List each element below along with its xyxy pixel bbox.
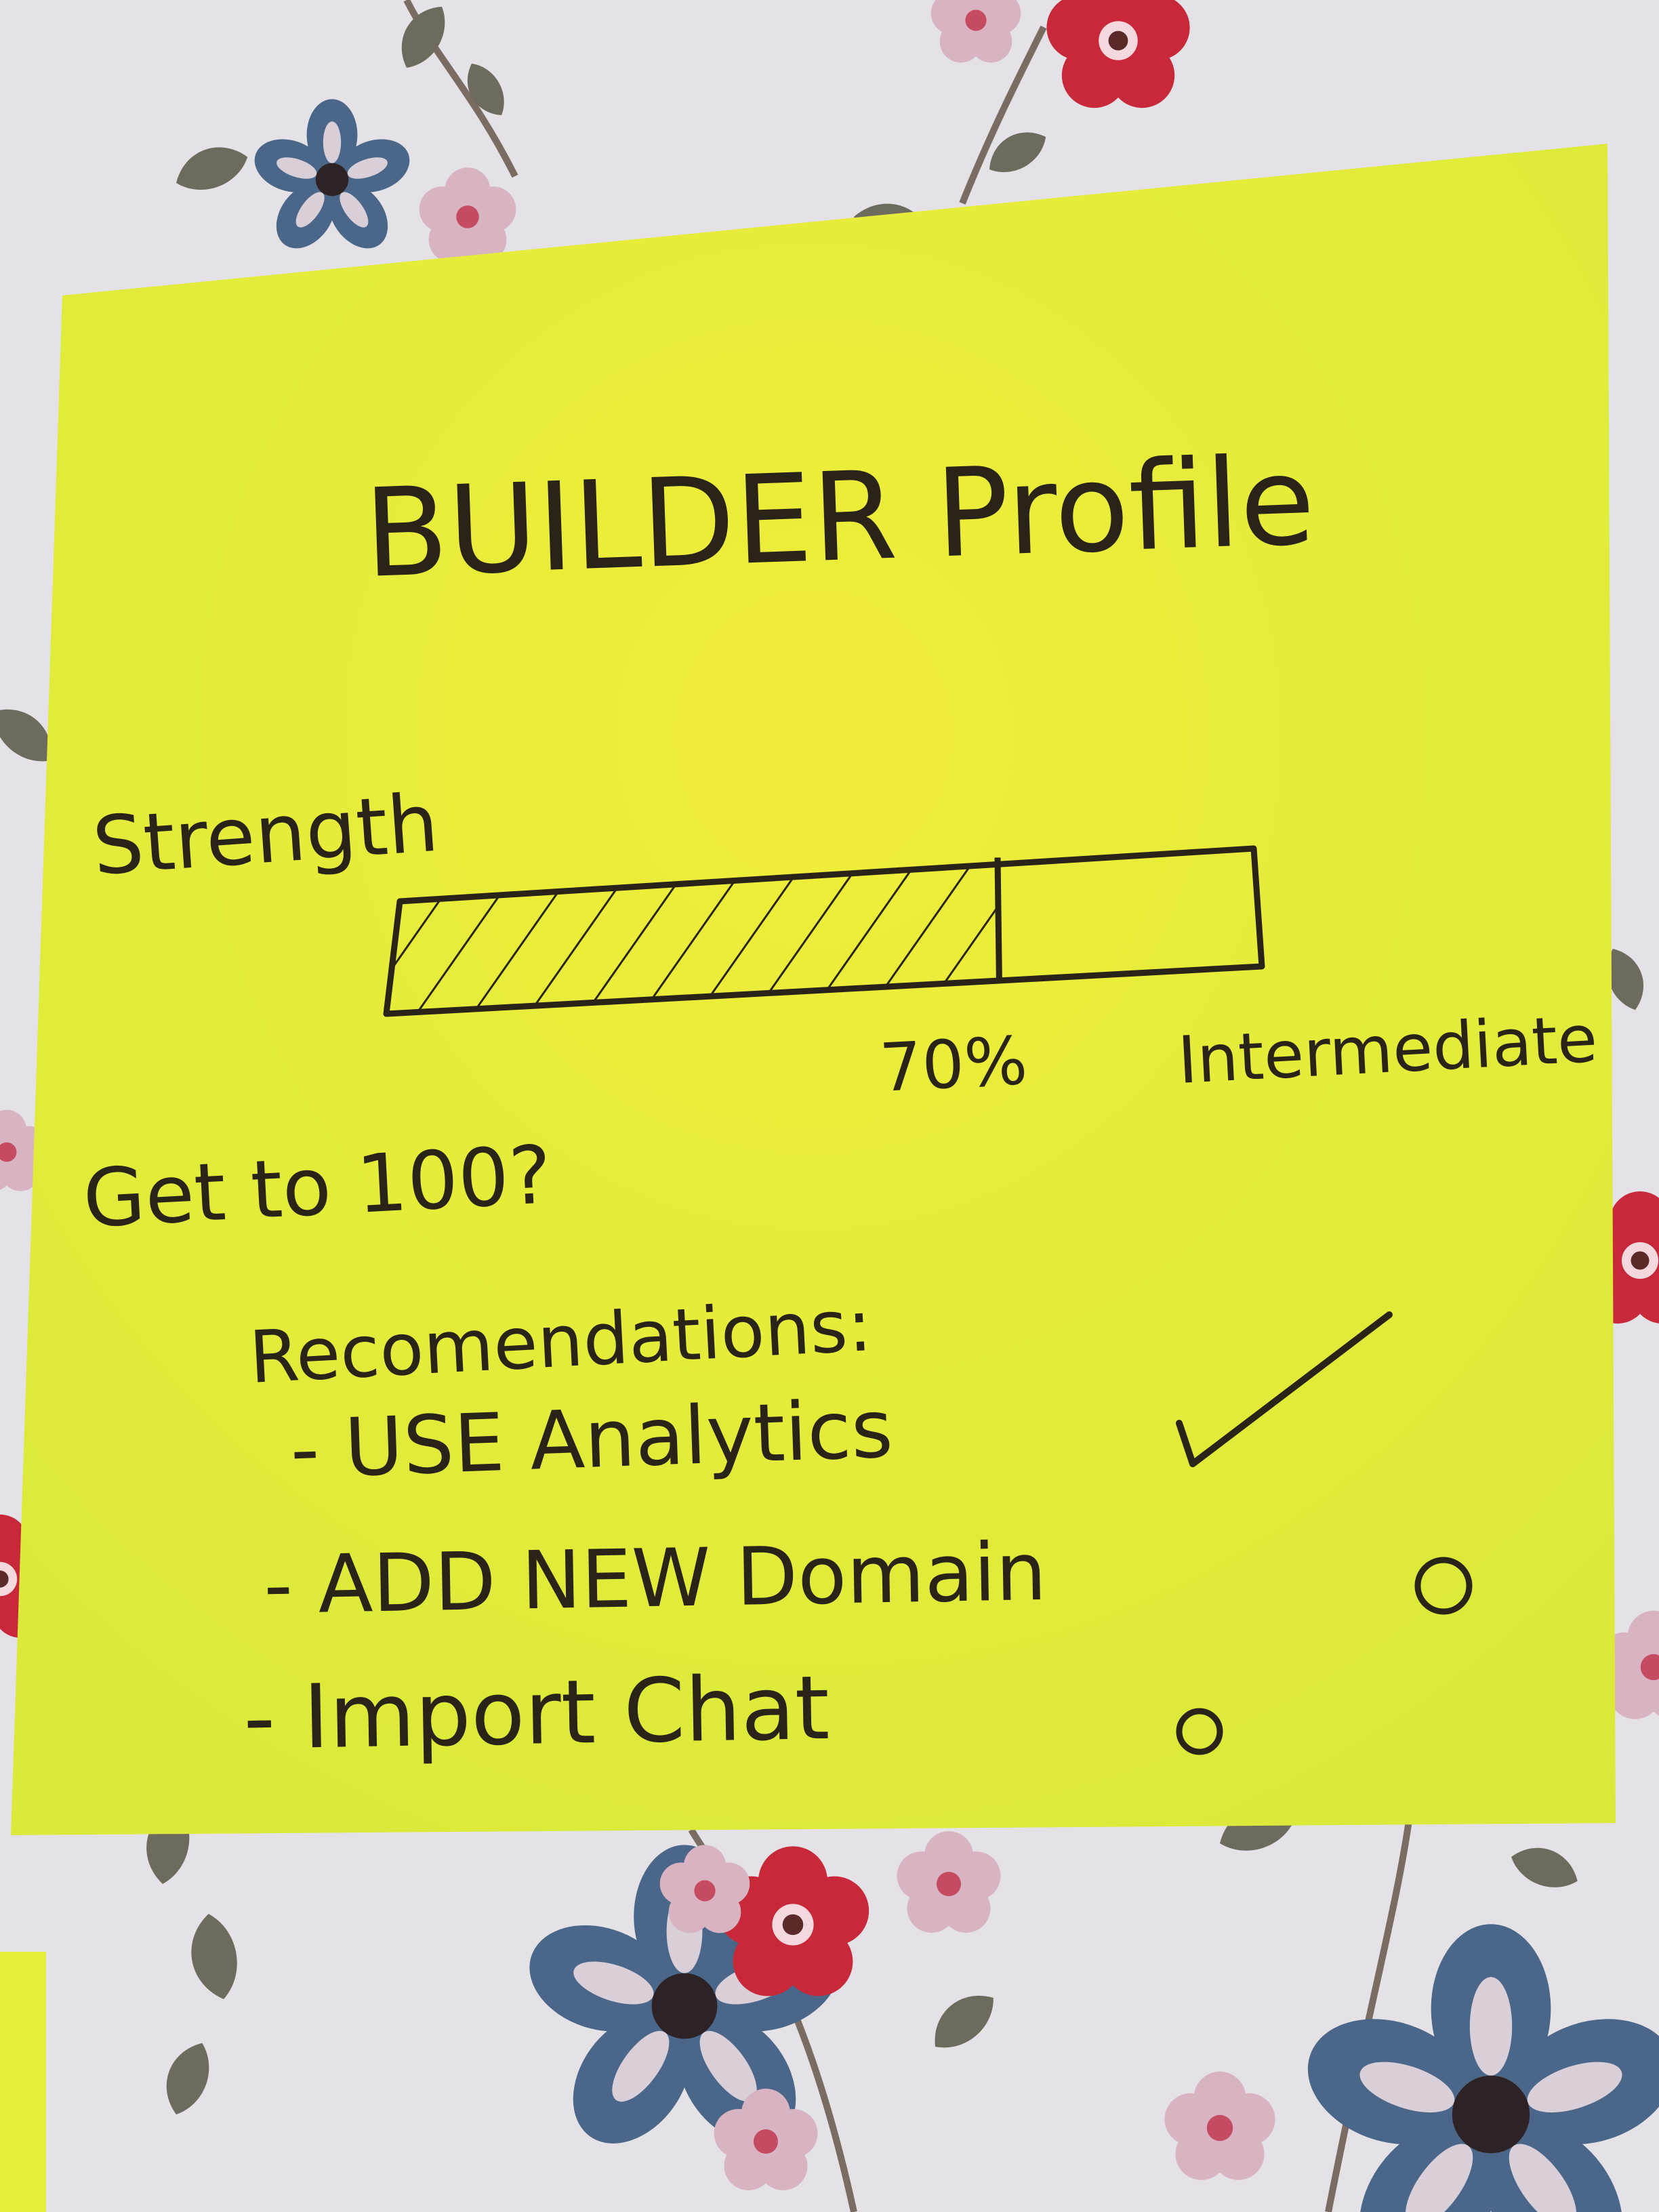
check-icon (1176, 1311, 1393, 1467)
circle-icon (1176, 1708, 1223, 1755)
recommendation-import-chat: - Import Chat (243, 1656, 830, 1769)
list-item: - ADD NEW Domain (263, 1525, 1473, 1632)
list-item: - Import Chat (243, 1656, 1223, 1769)
progress-percent: 70% (878, 1023, 1029, 1107)
note-title: BUILDER Profile (362, 430, 1317, 605)
recommendation-use-analytics: - USE Analytics (289, 1382, 895, 1496)
progress-fill (386, 864, 1000, 1014)
strength-progress-bar (383, 845, 1265, 1017)
recommendation-add-new-domain: - ADD NEW Domain (263, 1525, 1047, 1632)
list-item: - USE Analytics (289, 1311, 1393, 1496)
recommendation-list: - USE Analytics - ADD NEW Domain - Impor… (243, 1311, 1473, 1769)
progress-divider (994, 857, 1002, 981)
circle-icon (1414, 1557, 1473, 1615)
